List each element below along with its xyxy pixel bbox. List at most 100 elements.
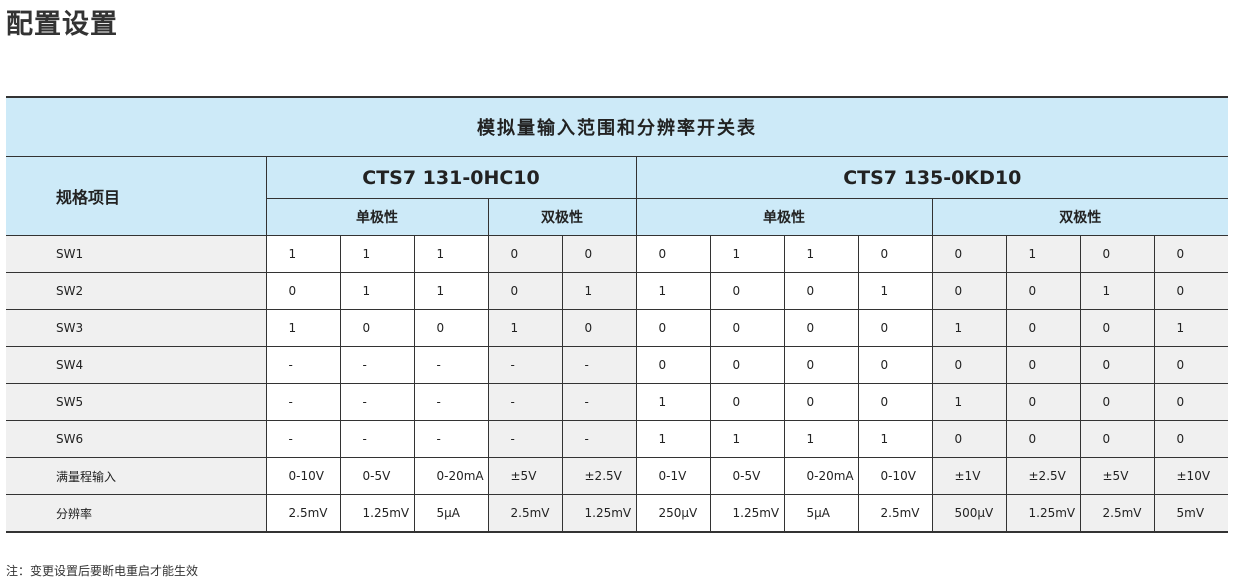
table-cell: 1 <box>709 235 785 273</box>
table-cell: - <box>413 420 489 458</box>
table-cell: 0 <box>709 272 785 310</box>
table-cell: 1.25mV <box>709 494 785 533</box>
table-row: SW6- - - - -1 1 1 1 0 0 0 0 <box>6 420 1228 458</box>
table-cell: 0 <box>931 346 1007 384</box>
table-cell: 500μV <box>931 494 1007 533</box>
table-cell: 1 <box>265 309 341 347</box>
table-cell: 0-10V <box>857 457 933 495</box>
table-cell: - <box>561 420 637 458</box>
table-cell: 0 <box>1153 346 1228 384</box>
footnote: 注：变更设置后要断电重启才能生效 <box>6 564 199 578</box>
polarity-header: 单极性 <box>265 198 489 236</box>
table-cell: 1 <box>783 420 859 458</box>
table-cell: 1 <box>635 383 711 421</box>
table-cell: - <box>413 383 489 421</box>
table-cell: 1 <box>709 420 785 458</box>
row-label: 分辨率 <box>6 494 267 533</box>
table-cell: 0 <box>1153 272 1228 310</box>
table-cell: 0 <box>783 383 859 421</box>
row-label: SW3 <box>6 309 267 347</box>
table-cell: 0 <box>931 235 1007 273</box>
table-cell: - <box>487 383 563 421</box>
table-cell: ±2.5V <box>1005 457 1081 495</box>
table-cell: - <box>487 420 563 458</box>
table-cell: 0 <box>487 272 563 310</box>
table-cell: 0 <box>857 309 933 347</box>
table-cell: 0-20mA <box>783 457 859 495</box>
table-cell: ±5V <box>1079 457 1155 495</box>
table-cell: 0 <box>931 272 1007 310</box>
table-cell: 0 <box>1079 235 1155 273</box>
table-cell: - <box>561 346 637 384</box>
table-cell: 2.5mV <box>265 494 341 533</box>
table-cell: 0 <box>1153 420 1228 458</box>
table-cell: 0 <box>1079 383 1155 421</box>
table-cell: 0 <box>635 346 711 384</box>
table-cell: 2.5mV <box>1079 494 1155 533</box>
table-cell: 0 <box>487 235 563 273</box>
table-cell: 0 <box>857 346 933 384</box>
table-cell: 1 <box>857 272 933 310</box>
table-cell: 0 <box>857 235 933 273</box>
table-cell: 0 <box>709 309 785 347</box>
table-row: 分辨率 2.5mV 1.25mV 5μA 2.5mV 1.25mV 250μV 1.25mV 5… <box>6 494 1228 533</box>
table-row: SW4- - - - -0 0 0 0 0 0 0 0 <box>6 346 1228 384</box>
table-cell: 1 <box>265 235 341 273</box>
table-cell: - <box>487 346 563 384</box>
table-cell: 5μA <box>783 494 859 533</box>
table-cell: - <box>339 383 415 421</box>
table-cell: ±5V <box>487 457 563 495</box>
table-cell: 0-20mA <box>413 457 489 495</box>
table-cell: 0 <box>709 346 785 384</box>
table-cell: 1 <box>635 272 711 310</box>
table-cell: 2.5mV <box>487 494 563 533</box>
table-row: 满量程输入 0-10V 0-5V 0-20mA ±5V ±2.5V 0-1V 0-5V 0-20… <box>6 457 1228 495</box>
table-cell: 2.5mV <box>857 494 933 533</box>
table-cell: - <box>561 383 637 421</box>
table-cell: 0 <box>1005 420 1081 458</box>
row-label: SW1 <box>6 235 267 273</box>
table-cell: 0 <box>1153 235 1228 273</box>
model-header: CTS7 135-0KD10 <box>635 156 1228 199</box>
table-row: SW2 0 1 1 0 1 1 0 0 1 0 0 1 0 <box>6 272 1228 310</box>
table-cell: 0 <box>339 309 415 347</box>
table-cell: 0 <box>857 383 933 421</box>
table-cell: 1 <box>413 235 489 273</box>
table-cell: 1 <box>1079 272 1155 310</box>
table-cell: ±2.5V <box>561 457 637 495</box>
table-cell: 1.25mV <box>561 494 637 533</box>
table-cell: 0 <box>709 383 785 421</box>
table-cell: 0 <box>783 272 859 310</box>
table-cell: 250μV <box>635 494 711 533</box>
table-cell: - <box>265 346 341 384</box>
page-title: 配置设置 <box>6 9 118 40</box>
table-cell: 5mV <box>1153 494 1228 533</box>
table-cell: 1 <box>635 420 711 458</box>
table-cell: 0 <box>931 420 1007 458</box>
table-cell: 0 <box>1079 309 1155 347</box>
table-cell: 1 <box>339 272 415 310</box>
table-cell: 0 <box>561 235 637 273</box>
table-cell: 0-5V <box>339 457 415 495</box>
table-cell: 0 <box>783 309 859 347</box>
table-cell: 0 <box>1079 346 1155 384</box>
row-label: SW5 <box>6 383 267 421</box>
table-cell: - <box>265 383 341 421</box>
table-title: 模拟量输入范围和分辨率开关表 <box>6 96 1228 157</box>
table-cell: 0 <box>1005 272 1081 310</box>
table-cell: ±1V <box>931 457 1007 495</box>
table-row: SW5- - - - -1 0 0 0 1 0 0 0 <box>6 383 1228 421</box>
spec-header: 规格项目 <box>6 156 267 236</box>
table-cell: 1 <box>487 309 563 347</box>
row-label: 满量程输入 <box>6 457 267 495</box>
table-cell: 1 <box>1005 235 1081 273</box>
table-cell: 0 <box>561 309 637 347</box>
table-cell: - <box>339 420 415 458</box>
table-cell: 0 <box>413 309 489 347</box>
table-cell: 1 <box>931 309 1007 347</box>
table-cell: 0 <box>1005 383 1081 421</box>
polarity-header: 双极性 <box>487 198 637 236</box>
table-cell: 0 <box>635 309 711 347</box>
polarity-header: 双极性 <box>931 198 1228 236</box>
table-cell: 1 <box>857 420 933 458</box>
